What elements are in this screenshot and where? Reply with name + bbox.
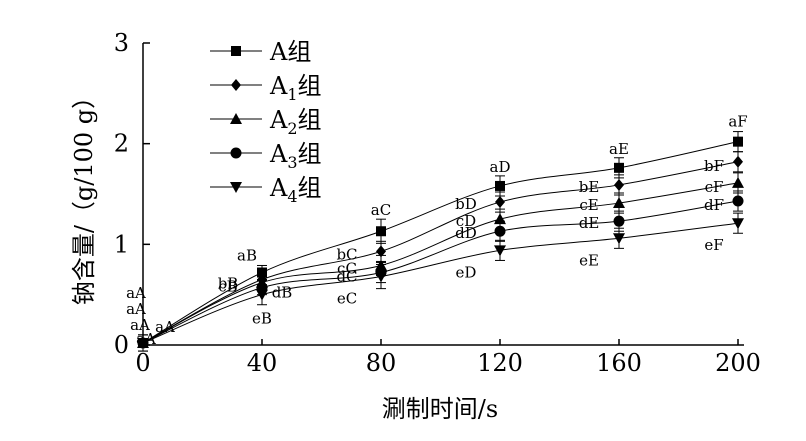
series-line [142,141,739,344]
data-point [613,215,625,227]
legend-label: A1组 [269,72,322,104]
data-label: bD [455,195,477,213]
y-tick-label: 2 [114,130,129,158]
data-label: aF [728,113,747,131]
series-1 [138,131,743,352]
data-label: aD [490,158,511,176]
legend-item: A1组 [210,72,322,104]
x-tick-label: 160 [596,349,642,377]
data-point [376,245,386,258]
legend-marker [231,79,241,91]
data-point [614,162,624,173]
data-label: dE [579,214,600,232]
legend-label: A4组 [269,174,322,206]
data-label: aA [155,318,175,336]
data-point [256,289,268,301]
data-point [494,245,506,257]
x-tick-label: 0 [135,349,150,377]
data-label: aA [130,316,150,334]
legend-label: A组 [269,38,311,66]
series-line [142,200,739,344]
legend-marker [230,147,242,159]
legend-item: A3组 [210,140,322,172]
legend-marker [230,113,242,124]
y-tick-label: 1 [114,230,129,258]
data-point [732,176,744,188]
data-label: eF [704,236,723,254]
data-label: dB [272,284,293,302]
data-point [732,195,744,207]
data-point [732,218,744,230]
y-tick-label: 0 [114,331,129,359]
data-label: aA [126,284,146,302]
series-layer [137,131,744,352]
legend-label: A3组 [269,140,322,172]
series-5 [137,212,744,352]
data-point [613,197,625,209]
series-3 [137,172,744,352]
legend-label: A2组 [269,106,322,138]
data-point [733,136,743,147]
series-line [142,222,739,344]
data-point [495,180,505,191]
data-point [375,271,387,283]
data-label: bC [336,245,357,263]
x-tick-label: 40 [247,349,278,377]
series-line [142,182,739,344]
data-label: cB [218,278,237,296]
legend-item: A4组 [210,174,322,206]
legend-item: A2组 [210,106,322,138]
data-label: eD [456,263,477,281]
data-label: aC [371,201,391,219]
data-label: dF [704,196,724,214]
x-tick-label: 80 [366,349,397,377]
x-tick-label: 200 [715,349,761,377]
data-point [613,233,625,245]
series-4 [137,190,744,352]
y-tick-label: 3 [114,29,129,57]
y-axis-title: 钠含量/（g/100 g） [70,85,98,305]
data-point [137,337,149,349]
data-label: cE [579,196,598,214]
data-label: eE [579,251,599,269]
data-point [376,226,386,237]
data-point [495,196,505,209]
data-label: aA [126,300,146,318]
axes: 0 40 80 120 160 200 0 1 2 3 [114,29,761,377]
data-label: bF [704,157,724,175]
data-point [494,225,506,237]
data-label: cC [337,259,357,277]
data-labels: aA aB aC aD aE aF aA bB bC bD bE bF aA cB cC cD cE cF aA dB… [126,113,748,348]
data-label: cD [456,212,476,230]
data-label: eC [337,290,357,308]
data-label: cF [705,178,724,196]
data-label: aB [237,247,257,265]
data-label: bE [579,178,600,196]
legend-item: A组 [210,38,311,66]
data-label: aE [609,140,629,158]
x-axis-title: 涮制时间/s [382,395,498,423]
data-label: eB [252,310,272,328]
data-point [614,178,624,191]
data-label: dC [336,268,357,286]
data-label: dD [455,224,477,242]
data-point [733,155,743,168]
legend-marker [230,182,242,193]
legend-marker [231,46,241,56]
data-label: aA [136,330,156,348]
data-label: bB [218,275,239,293]
x-tick-label: 120 [477,349,523,377]
series-line [142,161,739,344]
